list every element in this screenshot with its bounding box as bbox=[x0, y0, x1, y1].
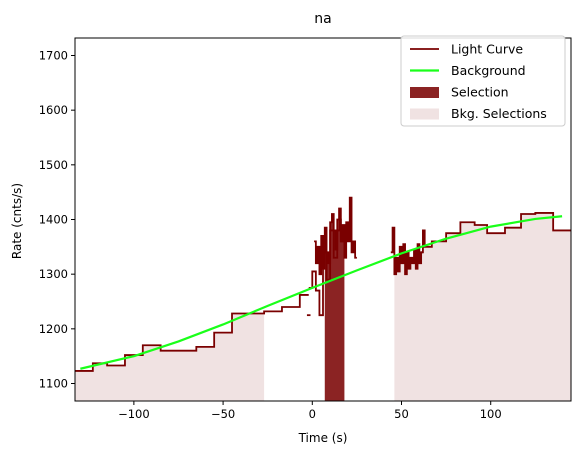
legend: Light Curve Background Selection Bkg. Selec… bbox=[400, 35, 566, 127]
selection-layer bbox=[324, 208, 345, 401]
x-tick-label: 0 bbox=[309, 407, 316, 421]
y-tick-label: 1400 bbox=[39, 213, 68, 227]
legend-label: Bkg. Selections bbox=[451, 106, 547, 121]
bkg-selection-area bbox=[394, 244, 423, 401]
bkg-selection-layer bbox=[75, 212, 571, 401]
background-line bbox=[80, 215, 563, 370]
legend-label: Light Curve bbox=[451, 42, 523, 57]
selection-area bbox=[324, 208, 345, 401]
light-curve-layer bbox=[75, 196, 571, 372]
background-layer bbox=[80, 215, 563, 370]
bkg-selection-area bbox=[75, 313, 265, 401]
legend-label: Selection bbox=[451, 85, 509, 100]
x-axis-label: Time (s) bbox=[298, 431, 348, 445]
y-tick-label: 1500 bbox=[39, 158, 68, 172]
y-tick-label: 1300 bbox=[39, 267, 68, 281]
y-tick-label: 1100 bbox=[39, 377, 68, 391]
legend-box bbox=[400, 35, 566, 127]
light-curve-line bbox=[75, 294, 309, 372]
y-axis-ticks: 1100 1200 1300 1400 1500 1600 1700 bbox=[39, 48, 75, 391]
light-curve-line bbox=[421, 212, 571, 254]
y-tick-label: 1600 bbox=[39, 103, 68, 117]
x-axis-ticks: −100 −50 0 50 100 bbox=[118, 401, 502, 421]
x-tick-label: −50 bbox=[211, 407, 235, 421]
x-tick-label: 100 bbox=[480, 407, 502, 421]
x-tick-label: −100 bbox=[118, 407, 150, 421]
bkg-selection-area bbox=[421, 212, 571, 401]
light-curve-line bbox=[390, 226, 423, 276]
y-tick-label: 1700 bbox=[39, 48, 68, 62]
x-tick-label: 50 bbox=[394, 407, 409, 421]
light-curve-line bbox=[314, 196, 357, 276]
y-tick-label: 1200 bbox=[39, 322, 68, 336]
chart-title: na bbox=[314, 11, 331, 27]
legend-label: Background bbox=[451, 63, 526, 78]
y-axis-label: Rate (cnts/s) bbox=[10, 183, 24, 259]
legend-swatch bbox=[410, 87, 439, 98]
legend-swatch bbox=[410, 108, 439, 120]
